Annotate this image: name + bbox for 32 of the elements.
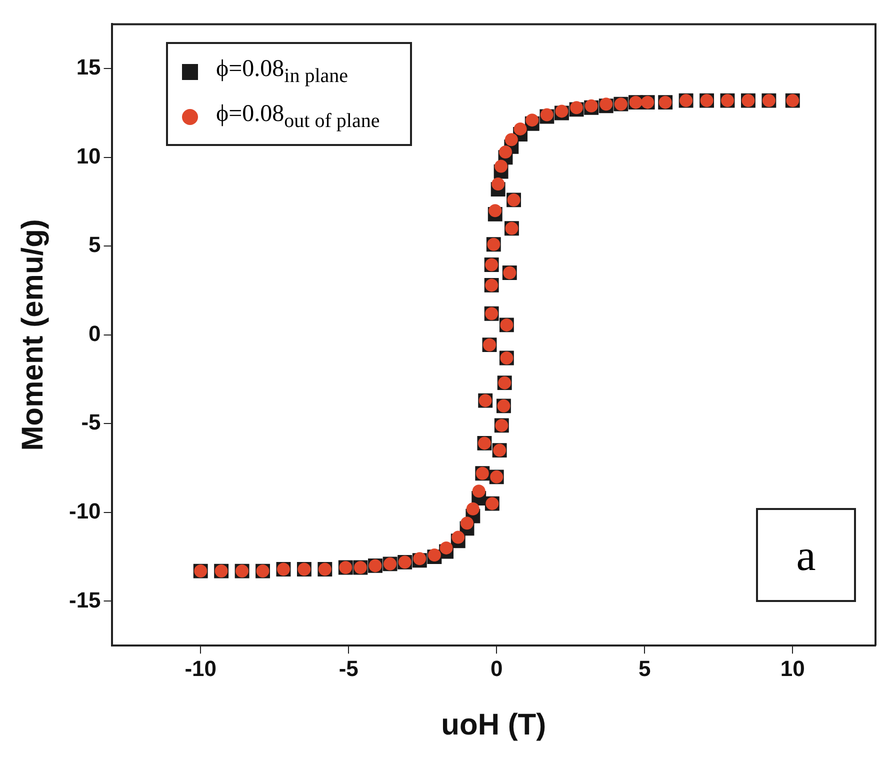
legend-label: ϕ=0.08$_{in plane}$ <box>216 55 348 89</box>
y-tick-label: 10 <box>76 143 101 168</box>
x-tick-label: 10 <box>780 656 805 681</box>
x-tick-label: -10 <box>184 656 216 681</box>
point <box>492 177 505 190</box>
x-tick-label: 5 <box>638 656 651 681</box>
y-tick-label: 5 <box>88 232 101 258</box>
point <box>570 101 584 114</box>
point <box>466 502 480 516</box>
y-tick-label: -15 <box>69 587 101 612</box>
point <box>488 204 502 218</box>
x-axis-title: uoH (T) <box>441 708 546 742</box>
point <box>504 133 518 146</box>
point <box>526 114 539 127</box>
point <box>600 98 613 111</box>
y-tick-label: 15 <box>76 54 101 80</box>
x-tick-label: 0 <box>490 656 503 681</box>
legend-label: ϕ=0.08$_{out of plane}$ <box>216 100 380 134</box>
x-tick-label: -5 <box>338 656 358 681</box>
annotation: a <box>756 508 856 602</box>
y-axis-title: Moment (emu/g) <box>16 219 50 451</box>
point <box>494 160 508 173</box>
y-tick-label: -5 <box>81 410 101 435</box>
point <box>440 541 453 554</box>
y-tick-label: -10 <box>69 498 101 524</box>
point <box>514 122 527 136</box>
point <box>555 104 568 118</box>
point <box>452 530 465 544</box>
point <box>460 516 474 530</box>
y-tick-label: 0 <box>88 320 101 346</box>
point <box>498 146 512 159</box>
point <box>472 484 486 498</box>
